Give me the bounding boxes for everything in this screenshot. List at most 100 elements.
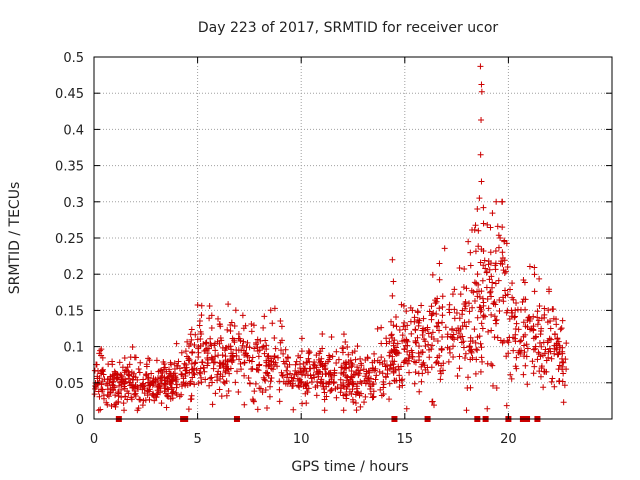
data-point — [230, 357, 237, 364]
data-point — [121, 407, 128, 414]
data-point — [117, 379, 124, 386]
data-points — [91, 63, 570, 414]
data-point — [532, 334, 539, 341]
data-point — [523, 341, 530, 348]
data-point — [441, 245, 448, 252]
data-point — [234, 368, 241, 375]
data-point — [264, 369, 271, 376]
data-point — [113, 400, 120, 407]
data-point — [335, 356, 342, 363]
data-point — [319, 345, 326, 352]
data-point — [484, 221, 491, 228]
data-point — [501, 238, 508, 245]
data-point — [487, 249, 494, 256]
data-point — [260, 374, 267, 381]
data-point — [119, 364, 126, 371]
data-point — [553, 316, 560, 323]
data-point — [356, 370, 363, 377]
data-point — [128, 382, 135, 389]
data-point — [497, 260, 504, 267]
data-point — [545, 307, 552, 314]
data-point — [353, 369, 360, 376]
data-point — [508, 375, 515, 382]
data-point — [436, 276, 443, 283]
data-point — [504, 291, 511, 298]
data-point — [244, 353, 251, 360]
data-point — [518, 347, 525, 354]
data-point — [457, 326, 464, 333]
data-point — [308, 375, 315, 382]
data-point — [504, 307, 511, 314]
data-point — [434, 354, 441, 361]
data-point — [531, 271, 538, 278]
data-point — [429, 342, 436, 349]
data-point — [304, 380, 311, 387]
data-point — [437, 370, 444, 377]
data-point — [426, 354, 433, 361]
data-point — [326, 379, 333, 386]
data-point — [483, 269, 490, 276]
data-point — [370, 380, 377, 387]
data-point — [278, 369, 285, 376]
data-point — [316, 360, 323, 367]
data-point — [439, 304, 446, 311]
data-point — [210, 359, 217, 366]
data-point — [381, 358, 388, 365]
data-point — [380, 390, 387, 397]
data-point — [460, 338, 467, 345]
data-point — [367, 386, 374, 393]
y-tick-label: 0.4 — [63, 123, 84, 138]
data-point — [499, 339, 506, 346]
data-point — [467, 262, 474, 269]
data-point — [298, 378, 305, 385]
data-point — [319, 330, 326, 337]
data-point — [214, 377, 221, 384]
data-point — [104, 401, 111, 408]
data-point — [446, 309, 453, 316]
data-point — [451, 315, 458, 322]
data-point — [197, 365, 204, 372]
data-point — [313, 392, 320, 399]
data-point — [195, 349, 202, 356]
data-point — [91, 391, 98, 398]
data-point — [475, 227, 482, 234]
data-point — [150, 392, 157, 399]
data-point — [434, 323, 441, 330]
data-point — [227, 327, 234, 334]
data-point — [98, 352, 105, 359]
data-point — [419, 331, 426, 338]
data-point — [166, 366, 173, 373]
data-point — [121, 369, 128, 376]
data-point — [398, 301, 405, 308]
data-point — [386, 352, 393, 359]
data-point — [412, 369, 419, 376]
data-point — [128, 396, 135, 403]
data-point — [299, 369, 306, 376]
data-point — [537, 331, 544, 338]
data-point — [376, 359, 383, 366]
data-point — [416, 388, 423, 395]
data-point — [246, 357, 253, 364]
data-point — [136, 396, 143, 403]
data-point — [439, 312, 446, 319]
data-point — [303, 400, 310, 407]
data-point — [535, 317, 542, 324]
data-point — [412, 337, 419, 344]
data-point — [132, 354, 139, 361]
data-point — [488, 327, 495, 334]
data-point — [191, 341, 198, 348]
data-point — [206, 302, 213, 309]
data-point — [515, 326, 522, 333]
data-point — [250, 322, 257, 329]
data-point — [150, 380, 157, 387]
data-point — [449, 291, 456, 298]
data-point — [204, 362, 211, 369]
data-point — [428, 346, 435, 353]
data-point — [126, 371, 133, 378]
data-point — [94, 373, 101, 380]
data-point — [294, 375, 301, 382]
data-point — [444, 333, 451, 340]
data-point — [389, 292, 396, 299]
data-point — [346, 364, 353, 371]
data-point — [334, 384, 341, 391]
